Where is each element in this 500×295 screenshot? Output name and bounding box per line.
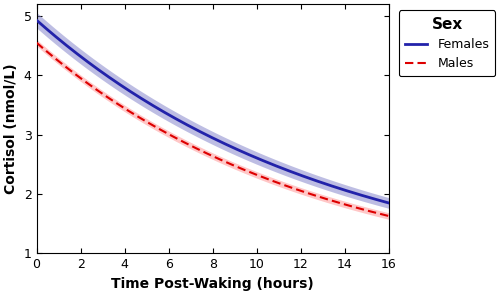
X-axis label: Time Post-Waking (hours): Time Post-Waking (hours) — [112, 277, 314, 291]
Y-axis label: Cortisol (nmol/L): Cortisol (nmol/L) — [4, 63, 18, 194]
Legend: Females, Males: Females, Males — [398, 10, 496, 76]
